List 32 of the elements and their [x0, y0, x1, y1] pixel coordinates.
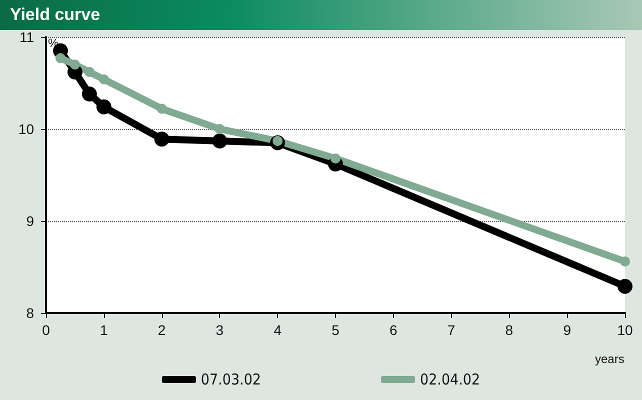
- y-tick-label: 10: [18, 121, 34, 137]
- x-tick-label: 8: [505, 322, 514, 338]
- y-tick-label: 8: [26, 305, 34, 321]
- x-tick-label: 2: [158, 322, 166, 338]
- point: [55, 53, 66, 64]
- point: [214, 124, 225, 134]
- x-tick-label: 4: [274, 322, 282, 338]
- point: [154, 132, 170, 147]
- point: [84, 66, 94, 77]
- point: [82, 86, 97, 102]
- point: [618, 278, 632, 294]
- point: [330, 153, 340, 164]
- point: [96, 99, 112, 114]
- x-tick-label: 0: [42, 322, 50, 338]
- point: [620, 256, 630, 266]
- legend-label: 02.04.02: [420, 370, 480, 388]
- legend-label: 07.03.02: [200, 370, 262, 388]
- point: [156, 104, 167, 114]
- x-tick-label: 9: [563, 322, 572, 338]
- y-tick-label: 11: [19, 29, 34, 45]
- x-tick-label: 5: [332, 322, 340, 338]
- x-tick-label: 3: [216, 322, 224, 338]
- y-tick-label: 9: [26, 213, 34, 229]
- x-axis-title: years: [595, 352, 624, 366]
- x-tick-label: 1: [100, 322, 108, 338]
- point: [70, 60, 80, 70]
- point: [212, 133, 228, 148]
- x-tick-label: 10: [617, 322, 633, 338]
- x-tick-label: 7: [447, 322, 456, 338]
- point: [98, 74, 109, 84]
- x-tick-label: 6: [390, 322, 398, 338]
- chart-title: Yield curve: [0, 0, 642, 30]
